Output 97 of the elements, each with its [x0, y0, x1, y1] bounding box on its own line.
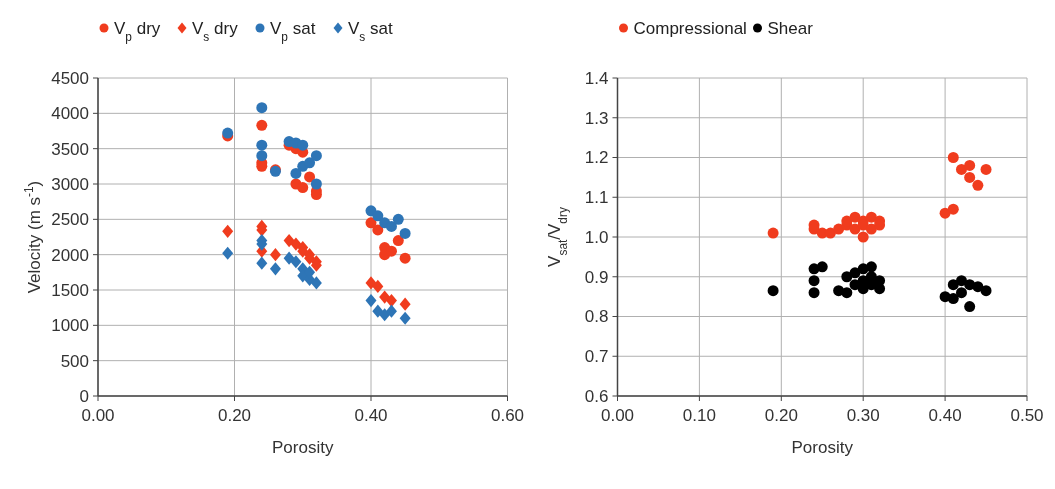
y-tick-label: 1.2 — [584, 148, 609, 168]
point — [256, 102, 268, 114]
point — [372, 224, 384, 236]
x-tick-label: 0.20 — [764, 406, 798, 425]
y-tick-label: 0.7 — [584, 347, 609, 367]
point — [283, 233, 295, 248]
point — [865, 261, 877, 273]
legend-label: Compressional — [633, 18, 747, 38]
point — [290, 255, 302, 269]
point — [972, 179, 984, 191]
point — [947, 152, 959, 163]
y-tick-label: 1.0 — [584, 227, 609, 247]
point — [392, 235, 404, 247]
point — [222, 246, 234, 260]
point — [816, 261, 828, 273]
point — [841, 271, 853, 283]
point — [980, 285, 992, 297]
y-tick-label: 1500 — [51, 280, 89, 300]
point — [399, 252, 411, 264]
point — [874, 283, 886, 295]
y-tick-label: 2500 — [51, 210, 89, 230]
point — [372, 279, 384, 294]
point — [256, 119, 268, 131]
point — [808, 275, 820, 287]
x-tick-label: 0.00 — [600, 406, 635, 425]
y-tick-label: 0.6 — [584, 386, 609, 406]
y-tick-label: 3500 — [51, 139, 89, 159]
point — [857, 231, 869, 243]
point — [385, 294, 397, 308]
y-tick-label: 1.1 — [584, 188, 609, 208]
y-tick-label: 1.3 — [584, 108, 609, 128]
legend-label: V$_{p}$ sat — [270, 18, 316, 44]
point — [269, 262, 281, 276]
point — [955, 275, 967, 287]
x-tick-label: 0.40 — [928, 406, 962, 425]
point — [964, 301, 976, 313]
point — [310, 178, 322, 190]
point — [980, 163, 992, 175]
point — [379, 308, 391, 322]
point — [955, 163, 967, 175]
x-tick-label: 0.20 — [217, 406, 252, 425]
y-tick-label: 1.4 — [584, 68, 609, 88]
point — [222, 224, 234, 238]
point — [310, 276, 322, 290]
y-tick-label: 0.9 — [584, 267, 609, 287]
x-tick-label: 0.30 — [846, 406, 880, 425]
point — [841, 287, 853, 299]
point — [964, 159, 976, 171]
point — [290, 167, 302, 179]
point — [297, 182, 309, 194]
x-tick-label: 0.60 — [490, 406, 525, 425]
point — [399, 297, 411, 311]
point — [972, 281, 984, 293]
point — [947, 293, 959, 305]
x-axis-title: Porosity — [791, 438, 854, 457]
legend-label: V$_{p}$ dry — [114, 18, 161, 44]
x-tick-label: 0.50 — [1010, 406, 1044, 425]
point — [297, 139, 309, 151]
x-axis-title: Porosity — [272, 438, 334, 457]
y-tick-label: 1000 — [51, 316, 89, 336]
point — [256, 150, 268, 162]
point — [399, 227, 411, 239]
point — [290, 237, 302, 251]
point — [310, 150, 322, 162]
point — [372, 210, 384, 222]
point — [379, 290, 391, 304]
point — [256, 256, 268, 270]
legend-label: V$_{s}$ sat — [348, 18, 393, 44]
point — [767, 285, 779, 297]
y-tick-label: 4000 — [51, 104, 89, 124]
point — [304, 157, 316, 169]
point — [256, 139, 268, 151]
y-tick-label: 2000 — [51, 245, 89, 265]
point — [385, 304, 397, 318]
point — [808, 287, 820, 299]
point — [964, 171, 976, 183]
legend-label: V$_{s}$ dry — [192, 18, 239, 44]
point — [955, 287, 967, 299]
point — [399, 311, 411, 325]
x-tick-label: 0.00 — [81, 406, 115, 425]
legend-label: Shear — [767, 18, 814, 38]
point — [385, 220, 397, 232]
x-tick-label: 0.10 — [682, 406, 716, 425]
point — [372, 304, 384, 318]
point — [947, 203, 959, 215]
point — [365, 294, 377, 308]
x-tick-label: 0.40 — [354, 406, 388, 425]
y-tick-label: 0 — [79, 386, 89, 406]
point — [392, 213, 404, 225]
point — [269, 248, 281, 262]
point — [833, 223, 845, 235]
point — [304, 171, 316, 183]
point — [767, 227, 779, 239]
y-tick-label: 500 — [60, 351, 89, 371]
y-tick-label: 3000 — [51, 174, 89, 194]
y-tick-label: 4500 — [51, 68, 89, 88]
y-tick-label: 0.8 — [584, 307, 609, 327]
